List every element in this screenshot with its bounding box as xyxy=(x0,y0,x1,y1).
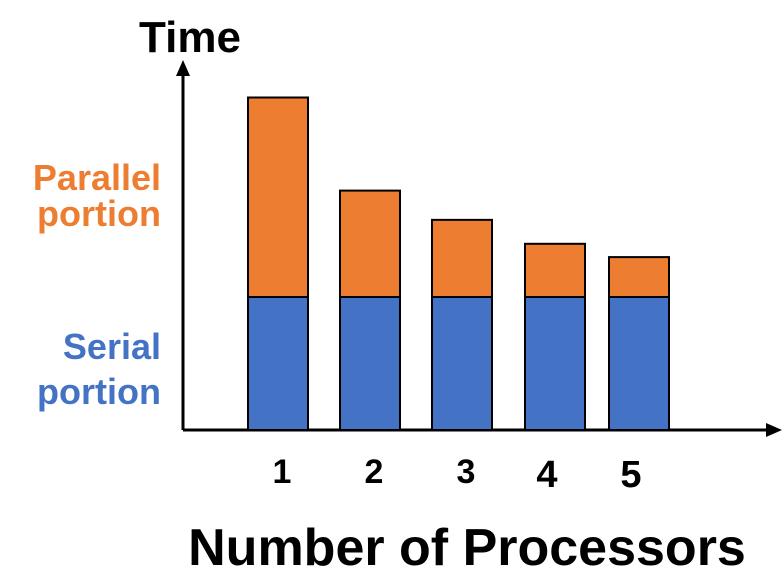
x-tick-labels: 1 2 3 4 5 xyxy=(273,453,642,496)
x-tick-label-3: 3 xyxy=(457,453,476,491)
bar-parallel-portion-3 xyxy=(431,218,493,298)
bar-parallel-portion-1 xyxy=(247,96,309,298)
bar-serial-portion-5 xyxy=(608,296,670,431)
x-tick-label-4: 4 xyxy=(536,454,557,496)
bar-parallel-portion-5 xyxy=(608,256,670,299)
bar-serial-portion-3 xyxy=(431,296,493,431)
x-tick-label-5: 5 xyxy=(620,454,641,496)
legend-parallel-portion-line-1: Parallel xyxy=(33,157,161,198)
legend-parallel-portion-line-2: portion xyxy=(37,193,161,234)
y-axis-title: Time xyxy=(139,13,241,62)
x-axis-arrow-icon xyxy=(766,423,782,437)
bar-parallel-portion-2 xyxy=(339,189,401,299)
y-axis-arrow-icon xyxy=(176,60,190,76)
x-axis-title: Number of Processors xyxy=(188,519,746,566)
bar-serial-portion-2 xyxy=(339,296,401,431)
legend-serial-portion-line-2: portion xyxy=(37,371,161,412)
x-tick-label-2: 2 xyxy=(365,453,384,491)
legend-serial-portion-line-1: Serial xyxy=(63,326,161,367)
bar-serial-portion-1 xyxy=(247,296,309,431)
bar-serial-portion-4 xyxy=(524,296,586,431)
bars xyxy=(247,96,670,431)
x-tick-label-1: 1 xyxy=(273,453,292,491)
bar-parallel-portion-4 xyxy=(524,242,586,299)
